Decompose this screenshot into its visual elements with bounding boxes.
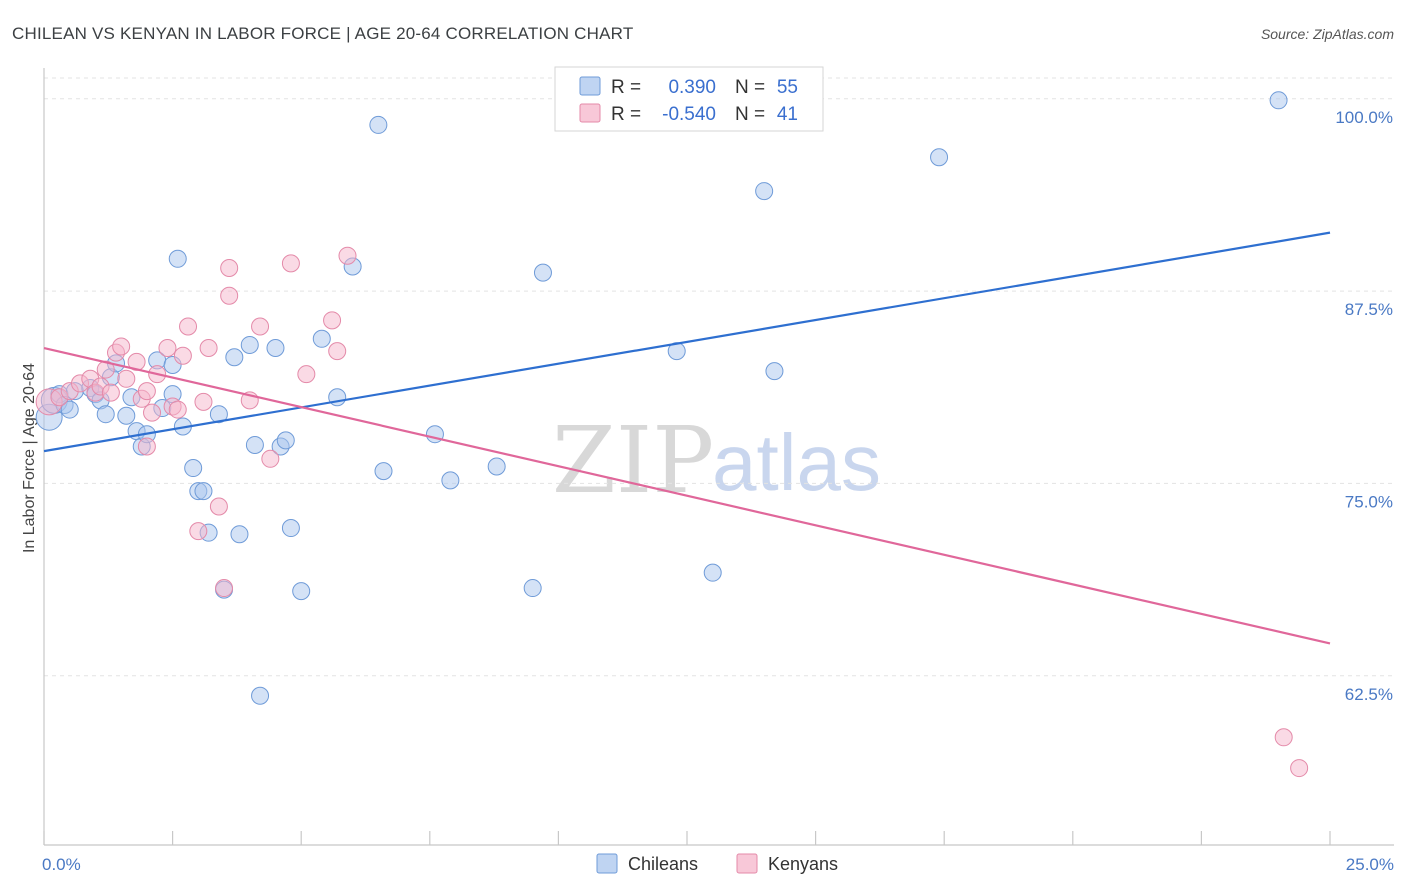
point-kenyans (297, 365, 316, 384)
point-kenyans (251, 317, 270, 336)
legend-n-value-kenyans: 41 (777, 104, 798, 125)
point-kenyans (328, 342, 347, 361)
point-chileans (168, 249, 187, 268)
legend-n-label-chileans: N = (735, 77, 765, 98)
watermark-atlas: atlas (712, 418, 881, 507)
x-tick-label: 25.0% (1346, 855, 1394, 874)
point-kenyans (194, 392, 213, 411)
trend-lines (43, 231, 1331, 645)
stats-legend: R = 0.390 N = 55 R = -0.540 N = 41 (554, 66, 824, 132)
point-kenyans (137, 382, 156, 401)
point-chileans (117, 406, 136, 425)
legend-r-label-kenyans: R = (611, 104, 641, 125)
y-tick-label: 75.0% (1345, 492, 1393, 511)
chart-title: CHILEAN VS KENYAN IN LABOR FORCE | AGE 2… (12, 24, 633, 43)
point-chileans (441, 471, 460, 490)
point-kenyans (168, 400, 187, 419)
point-kenyans (281, 254, 300, 273)
point-kenyans (173, 346, 192, 365)
point-kenyans (112, 337, 131, 356)
y-axis-label: In Labor Force | Age 20-64 (21, 363, 38, 553)
point-chileans (312, 329, 331, 348)
point-kenyans (323, 311, 342, 330)
point-chileans (374, 462, 393, 481)
point-chileans (523, 579, 542, 598)
point-kenyans (117, 369, 136, 388)
point-chileans (266, 339, 285, 358)
legend-swatch-kenyans (579, 103, 601, 123)
legend-n-label-kenyans: N = (735, 104, 765, 125)
point-kenyans (220, 286, 239, 305)
point-chileans (251, 686, 270, 705)
point-kenyans (189, 522, 208, 541)
point-chileans (225, 348, 244, 367)
point-kenyans (179, 317, 198, 336)
legend-n-value-chileans: 55 (777, 77, 798, 98)
series-legend-swatch-kenyans (736, 853, 758, 874)
chart-source: Source: ZipAtlas.com (1261, 26, 1394, 42)
point-kenyans (143, 403, 162, 422)
point-chileans (765, 362, 784, 381)
legend-swatch-chileans (579, 76, 601, 96)
point-kenyans (215, 579, 234, 598)
legend-r-label-chileans: R = (611, 77, 641, 98)
point-kenyans (96, 360, 115, 379)
point-chileans (230, 525, 249, 544)
point-kenyans (137, 437, 156, 456)
point-chileans (755, 182, 774, 201)
axes (43, 68, 1394, 846)
point-kenyans (1290, 759, 1309, 778)
point-kenyans (209, 497, 228, 516)
point-chileans (703, 563, 722, 582)
watermark-zip: ZIP (552, 407, 714, 514)
point-chileans (930, 148, 949, 167)
y-tick-label: 100.0% (1335, 108, 1393, 127)
point-chileans (194, 482, 213, 501)
point-kenyans (1274, 728, 1293, 747)
series-legend-swatch-chileans (596, 853, 618, 874)
point-chileans (533, 263, 552, 282)
y-tick-label: 62.5% (1345, 685, 1393, 704)
series-legend: Chileans Kenyans (596, 853, 838, 874)
point-kenyans (101, 383, 120, 402)
point-kenyans (261, 449, 280, 468)
series-legend-label-chileans: Chileans (628, 854, 698, 874)
point-chileans (487, 457, 506, 476)
point-chileans (96, 405, 115, 424)
trend-line-kenyans (43, 346, 1331, 645)
point-chileans (369, 115, 388, 134)
point-chileans (209, 405, 228, 424)
legend-r-value-chileans: 0.390 (668, 77, 716, 98)
point-kenyans (158, 339, 177, 358)
point-chileans (60, 400, 79, 419)
series-legend-label-kenyans: Kenyans (768, 854, 838, 874)
point-chileans (281, 519, 300, 538)
point-chileans (276, 431, 295, 450)
point-kenyans (220, 259, 239, 278)
y-tick-label: 87.5% (1345, 300, 1393, 319)
point-chileans (292, 582, 311, 601)
watermark: ZIP atlas (552, 407, 881, 514)
data-points (35, 89, 1309, 778)
point-chileans (184, 459, 203, 478)
point-chileans (245, 435, 264, 454)
x-tick-label: 0.0% (42, 855, 81, 874)
point-kenyans (338, 246, 357, 265)
gridlines (44, 77, 1394, 677)
legend-r-value-kenyans: -0.540 (662, 104, 716, 125)
point-chileans (240, 335, 259, 354)
x-tick-labels: 0.0% 25.0% (42, 855, 1394, 874)
point-kenyans (199, 339, 218, 358)
point-chileans (1269, 91, 1288, 110)
y-tick-labels: 100.0% 87.5% 75.0% 62.5% (1335, 108, 1393, 704)
trend-line-chileans (43, 231, 1331, 453)
